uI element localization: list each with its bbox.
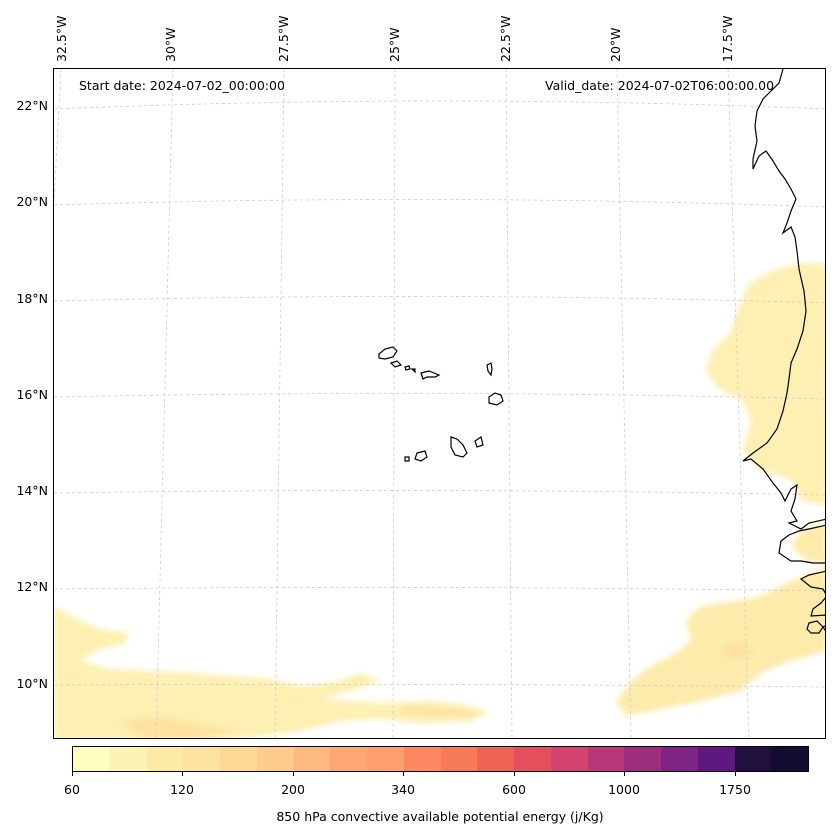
colorbar-swatch [734, 747, 772, 771]
colorbar-swatch [550, 747, 588, 771]
lon-label-32-5w: 32.5°W [54, 15, 69, 62]
island-maio [474, 436, 484, 448]
colorbar-swatch [624, 747, 662, 771]
colorbar-tick-mark [735, 772, 736, 776]
colorbar-swatch [477, 747, 515, 771]
colorbar-swatch [256, 747, 294, 771]
island-santo-antao [378, 346, 398, 360]
gridline-lon-27-5w [274, 69, 285, 738]
lat-label-18n: 18°N [16, 291, 48, 306]
lon-label-22-5w: 22.5°W [498, 15, 513, 62]
island-brava [404, 456, 410, 462]
colorbar-swatch [587, 747, 625, 771]
colorbar-swatch [220, 747, 258, 771]
cape-region-southwest-streak [401, 706, 481, 717]
colorbar-swatch [367, 747, 405, 771]
gridlines [54, 69, 825, 738]
colorbar-swatch [403, 747, 441, 771]
gridline-lat-12n [54, 587, 825, 592]
lon-label-27-5w: 27.5°W [276, 15, 291, 62]
island-santa-luzia [404, 365, 411, 371]
map-frame [53, 68, 826, 739]
gridline-lat-22n [54, 100, 825, 110]
gridline-lon-32-5w [54, 69, 62, 202]
colorbar-swatch [293, 747, 331, 771]
colorbar-tick-label: 600 [502, 782, 526, 797]
colorbar-tick-label: 200 [281, 782, 305, 797]
lat-label-20n: 20°N [16, 194, 48, 209]
colorbar-tick-label: 1750 [719, 782, 751, 797]
lon-label-25w: 25°W [387, 27, 402, 62]
gridline-lat-16n [54, 393, 825, 400]
colorbar-tick-label: 340 [391, 782, 415, 797]
gridline-lat-10n [54, 683, 825, 688]
colorbar [72, 746, 809, 772]
colorbar-swatch [183, 747, 221, 771]
lat-label-22n: 22°N [16, 98, 48, 113]
start-date-label: Start date: 2024-07-02_00:00:00 [79, 78, 285, 93]
gridline-lon-22-5w [505, 69, 513, 738]
island-sao-nicolau [420, 370, 441, 380]
coastlines [378, 69, 825, 634]
colorbar-tick-mark [514, 772, 515, 776]
colorbar-tick-mark [624, 772, 625, 776]
gridline-lon-17-5w [727, 69, 750, 738]
island-sao-vicente [389, 360, 403, 368]
colorbar-swatch [73, 747, 111, 771]
lat-label-12n: 12°N [16, 579, 48, 594]
colorbar-tick-mark [403, 772, 404, 776]
colorbar-swatch [440, 747, 478, 771]
bissagos-islands [806, 620, 825, 634]
colorbar-swatch [771, 747, 809, 771]
colorbar-title: 850 hPa convective available potential e… [276, 809, 604, 824]
gridline-lon-20w [616, 69, 632, 738]
colorbar-swatch [109, 747, 147, 771]
lat-label-10n: 10°N [16, 676, 48, 691]
colorbar-tick-label: 1000 [608, 782, 640, 797]
colorbar-tick-label: 120 [170, 782, 194, 797]
island-boa-vista [488, 392, 504, 406]
island-santiago [450, 436, 468, 458]
island-razo [410, 368, 416, 374]
cape-region-southwest-core [121, 717, 241, 738]
cape-region-southeast-core [723, 641, 753, 659]
valid-date-label: Valid_date: 2024-07-02T06:00:00.00 [545, 78, 775, 93]
cape-region-senegal [791, 521, 825, 563]
lon-label-20w: 20°W [608, 27, 623, 62]
cape-region-east-coast [706, 263, 825, 506]
cape-region-southeast [616, 566, 825, 716]
colorbar-swatch [661, 747, 699, 771]
colorbar-swatch [146, 747, 184, 771]
lat-label-14n: 14°N [16, 483, 48, 498]
africa-coastline [742, 69, 825, 617]
lon-label-17-5w: 17.5°W [720, 15, 735, 62]
gridline-lon-25w [392, 69, 396, 738]
lat-label-16n: 16°N [16, 387, 48, 402]
colorbar-swatch [697, 747, 735, 771]
island-fogo [414, 450, 428, 462]
colorbar-swatch [514, 747, 552, 771]
island-sal [486, 362, 493, 377]
cape-field [54, 263, 825, 738]
cape-region-southwest [54, 606, 489, 738]
colorbar-swatch [330, 747, 368, 771]
gridline-lat-14n [54, 490, 825, 496]
colorbar-tick-mark [182, 772, 183, 776]
colorbar-tick-mark [293, 772, 294, 776]
map-canvas [54, 69, 825, 738]
colorbar-tick-label: 60 [64, 782, 80, 797]
gridline-lat-18n [54, 296, 825, 304]
gridline-lat-20n [54, 199, 825, 208]
colorbar-tick-mark [72, 772, 73, 776]
gridline-lon-30w [155, 69, 174, 738]
lon-label-30w: 30°W [163, 27, 178, 62]
